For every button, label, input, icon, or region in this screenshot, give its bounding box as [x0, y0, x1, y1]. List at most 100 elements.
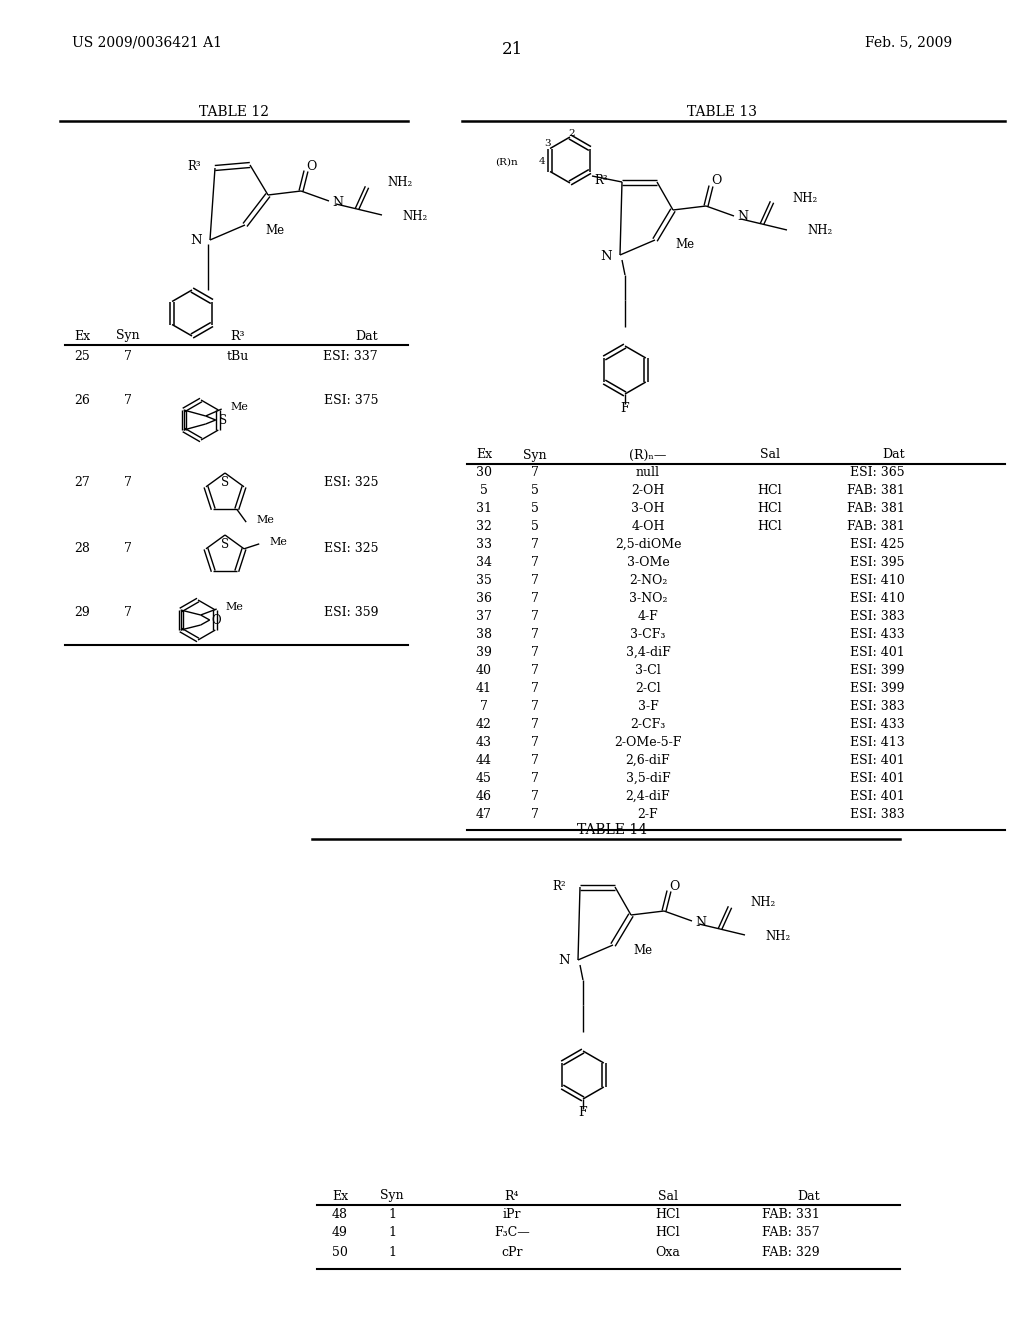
Text: 3-OH: 3-OH: [631, 502, 665, 515]
Text: 3-OMe: 3-OMe: [627, 556, 670, 569]
Text: N: N: [190, 235, 202, 248]
Text: ESI: 365: ESI: 365: [850, 466, 905, 479]
Text: (R)ₙ—: (R)ₙ—: [630, 449, 667, 462]
Text: O: O: [306, 160, 316, 173]
Text: 5: 5: [480, 483, 488, 496]
Text: HCl: HCl: [655, 1208, 680, 1221]
Text: 7: 7: [531, 700, 539, 713]
Text: FAB: 381: FAB: 381: [847, 520, 905, 532]
Text: ESI: 410: ESI: 410: [850, 573, 905, 586]
Text: 1: 1: [388, 1246, 396, 1258]
Text: 4: 4: [539, 157, 546, 166]
Text: 2,5-diOMe: 2,5-diOMe: [614, 537, 681, 550]
Text: FAB: 329: FAB: 329: [763, 1246, 820, 1258]
Text: TABLE 12: TABLE 12: [199, 106, 269, 119]
Text: 1: 1: [388, 1208, 396, 1221]
Text: 45: 45: [476, 771, 492, 784]
Text: O: O: [669, 879, 679, 892]
Text: NH₂: NH₂: [807, 224, 833, 238]
Text: 3-NO₂: 3-NO₂: [629, 591, 668, 605]
Text: Dat: Dat: [798, 1189, 820, 1203]
Text: ESI: 410: ESI: 410: [850, 591, 905, 605]
Text: HCl: HCl: [758, 520, 782, 532]
Text: F₃C—: F₃C—: [495, 1226, 529, 1239]
Text: 7: 7: [480, 700, 488, 713]
Text: 7: 7: [531, 754, 539, 767]
Text: iPr: iPr: [503, 1208, 521, 1221]
Text: 4-OH: 4-OH: [631, 520, 665, 532]
Text: Me: Me: [225, 602, 244, 612]
Text: O: O: [212, 614, 221, 627]
Text: 50: 50: [332, 1246, 348, 1258]
Text: 41: 41: [476, 681, 492, 694]
Text: 7: 7: [531, 718, 539, 730]
Text: 33: 33: [476, 537, 492, 550]
Text: 3,5-diF: 3,5-diF: [626, 771, 671, 784]
Text: 7: 7: [531, 771, 539, 784]
Text: 49: 49: [332, 1226, 348, 1239]
Text: 34: 34: [476, 556, 492, 569]
Text: N: N: [695, 916, 706, 928]
Text: ESI: 337: ESI: 337: [324, 351, 378, 363]
Text: 2-OH: 2-OH: [632, 483, 665, 496]
Text: Oxa: Oxa: [655, 1246, 680, 1258]
Text: Ex: Ex: [332, 1189, 348, 1203]
Text: 7: 7: [124, 393, 132, 407]
Text: R³: R³: [187, 161, 201, 173]
Text: F: F: [579, 1106, 588, 1119]
Text: 5: 5: [531, 520, 539, 532]
Text: 25: 25: [74, 351, 90, 363]
Text: S: S: [221, 477, 229, 490]
Text: ESI: 375: ESI: 375: [324, 393, 378, 407]
Text: 30: 30: [476, 466, 492, 479]
Text: 27: 27: [74, 477, 90, 490]
Text: (R)n: (R)n: [496, 157, 518, 166]
Text: R³: R³: [594, 174, 608, 187]
Text: 46: 46: [476, 789, 492, 803]
Text: 21: 21: [502, 41, 522, 58]
Text: 35: 35: [476, 573, 492, 586]
Text: 43: 43: [476, 735, 492, 748]
Text: 7: 7: [531, 735, 539, 748]
Text: 4-F: 4-F: [638, 610, 658, 623]
Text: Ex: Ex: [74, 330, 90, 342]
Text: Me: Me: [256, 515, 274, 525]
Text: 44: 44: [476, 754, 492, 767]
Text: ESI: 383: ESI: 383: [850, 808, 905, 821]
Text: R³: R³: [230, 330, 246, 342]
Text: S: S: [221, 539, 229, 552]
Text: ESI: 401: ESI: 401: [850, 645, 905, 659]
Text: null: null: [636, 466, 660, 479]
Text: Ex: Ex: [476, 449, 493, 462]
Text: ESI: 383: ESI: 383: [850, 700, 905, 713]
Text: 39: 39: [476, 645, 492, 659]
Text: Me: Me: [230, 403, 249, 412]
Text: US 2009/0036421 A1: US 2009/0036421 A1: [72, 36, 222, 49]
Text: ESI: 325: ESI: 325: [324, 541, 378, 554]
Text: NH₂: NH₂: [792, 191, 817, 205]
Text: 7: 7: [531, 556, 539, 569]
Text: ESI: 359: ESI: 359: [324, 606, 378, 619]
Text: tBu: tBu: [227, 351, 249, 363]
Text: Me: Me: [269, 537, 287, 546]
Text: 2-NO₂: 2-NO₂: [629, 573, 668, 586]
Text: 7: 7: [531, 664, 539, 676]
Text: 38: 38: [476, 627, 492, 640]
Text: 40: 40: [476, 664, 492, 676]
Text: 2-OMe-5-F: 2-OMe-5-F: [614, 735, 682, 748]
Text: 2,6-diF: 2,6-diF: [626, 754, 671, 767]
Text: 28: 28: [74, 541, 90, 554]
Text: NH₂: NH₂: [402, 210, 427, 223]
Text: Dat: Dat: [883, 449, 905, 462]
Text: 7: 7: [531, 627, 539, 640]
Text: 7: 7: [531, 681, 539, 694]
Text: ESI: 383: ESI: 383: [850, 610, 905, 623]
Text: 7: 7: [124, 351, 132, 363]
Text: 48: 48: [332, 1208, 348, 1221]
Text: ESI: 399: ESI: 399: [851, 681, 905, 694]
Text: N: N: [737, 210, 748, 223]
Text: TABLE 14: TABLE 14: [577, 822, 647, 837]
Text: 5: 5: [531, 483, 539, 496]
Text: 7: 7: [124, 606, 132, 619]
Text: 7: 7: [531, 573, 539, 586]
